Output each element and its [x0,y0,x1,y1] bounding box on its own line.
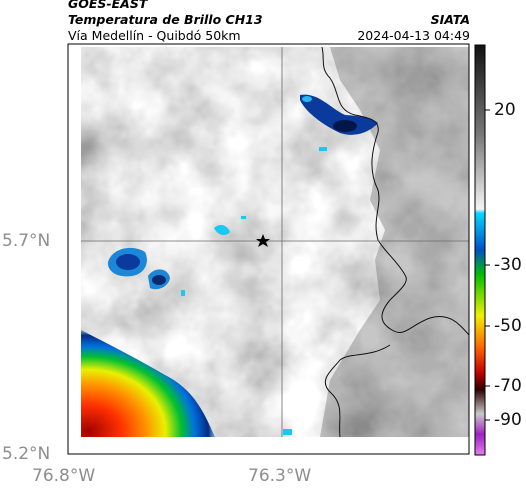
colorbar-tick-neg70: -70 [494,376,522,396]
lat-label-5-2: 5.2°N [2,444,51,464]
location-star-icon [256,234,270,247]
timestamp-label: 2024-04-13 04:49 [357,28,470,43]
product-title: Temperatura de Brillo CH13 [68,12,263,27]
colorbar-tick-20: 20 [494,100,516,120]
colorbar [474,44,486,456]
lon-label-76-3: 76.3°W [248,466,312,486]
organization-label: SIATA [430,12,470,27]
satellite-image [81,47,469,437]
satellite-title: GOES-EAST [68,0,148,11]
lon-label-76-8: 76.8°W [32,466,96,486]
colorbar-tick-neg30: -30 [494,255,522,275]
department-border [321,47,469,336]
colorbar-tick-neg50: -50 [494,316,522,336]
convective-cell-southwest [81,330,215,437]
cloud-northeast [300,94,378,135]
route-subtitle: Vía Medellín - Quibdó 50km [68,28,241,43]
municipal-border [324,335,469,437]
lat-label-5-7: 5.7°N [2,231,51,251]
colorbar-tick-neg90: -90 [494,410,522,430]
